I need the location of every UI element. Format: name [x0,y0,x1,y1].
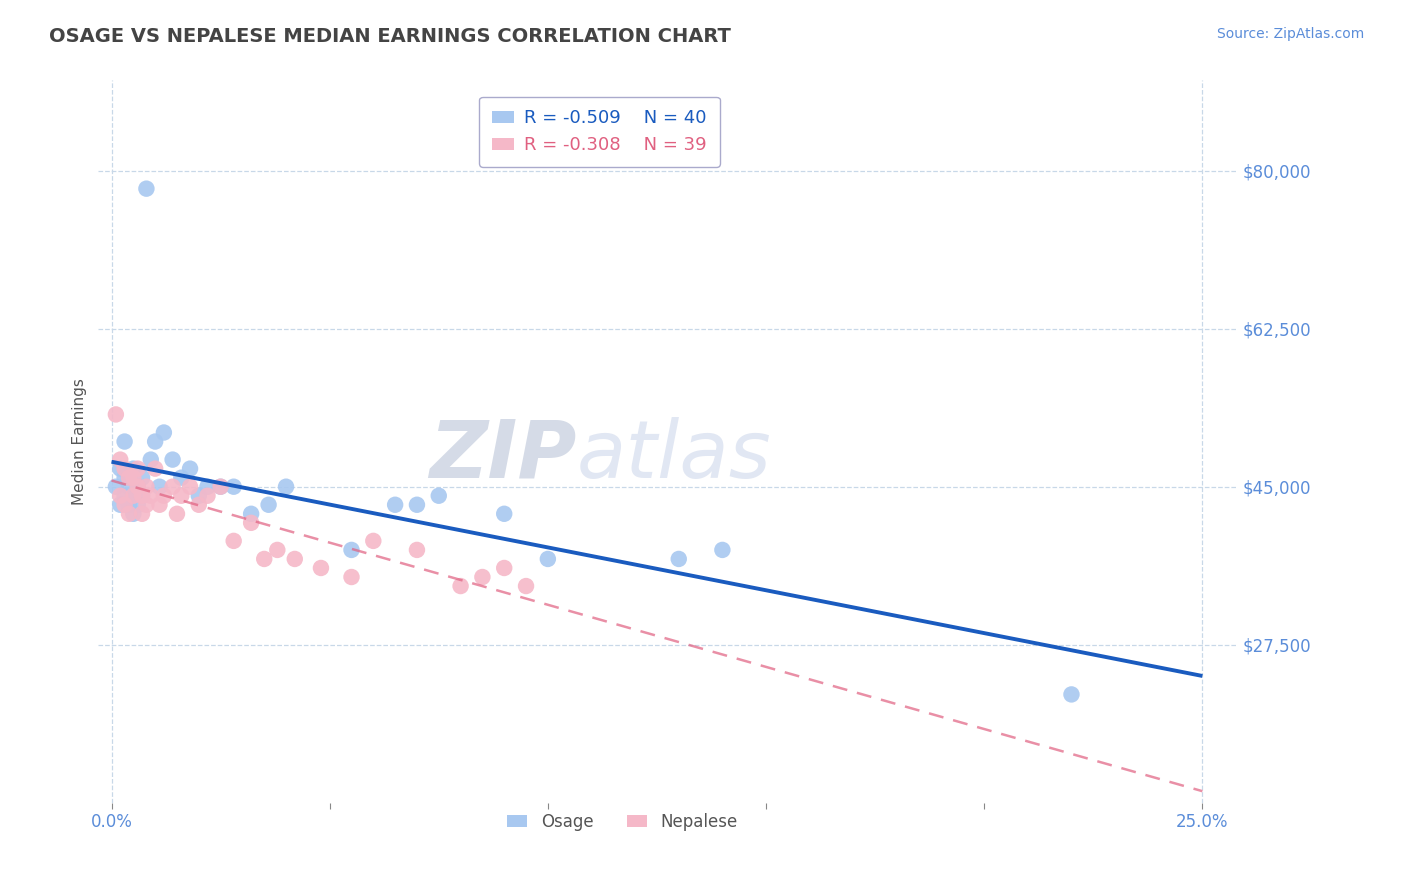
Point [257,498,280,512]
Point [187,489,209,503]
Point [122,461,145,475]
Point [222,480,245,494]
Point [668,552,690,566]
Text: ZIP: ZIP [429,417,576,495]
Point [110,461,132,475]
Point [118,470,141,484]
Point [711,542,734,557]
Point [127,461,149,475]
Point [131,489,153,503]
Y-axis label: Median Earnings: Median Earnings [72,378,87,505]
Point [127,480,149,494]
Point [135,181,157,195]
Point [209,480,232,494]
Point [515,579,537,593]
Point [122,507,145,521]
Point [114,461,136,475]
Text: Source: ZipAtlas.com: Source: ZipAtlas.com [1216,27,1364,41]
Point [148,498,170,512]
Point [274,480,297,494]
Point [162,480,184,494]
Point [131,489,153,503]
Point [118,470,141,484]
Point [143,461,166,475]
Point [187,498,209,512]
Point [104,480,127,494]
Point [122,489,145,503]
Point [118,480,141,494]
Point [139,489,162,503]
Point [384,498,406,512]
Point [240,516,263,530]
Point [114,434,136,449]
Point [537,552,560,566]
Point [131,507,153,521]
Point [170,470,193,484]
Point [153,425,176,440]
Point [153,489,176,503]
Point [143,434,166,449]
Point [284,552,307,566]
Point [166,507,188,521]
Point [179,480,201,494]
Point [127,498,149,512]
Point [450,579,472,593]
Point [104,408,127,422]
Text: OSAGE VS NEPALESE MEDIAN EARNINGS CORRELATION CHART: OSAGE VS NEPALESE MEDIAN EARNINGS CORREL… [49,27,731,45]
Point [222,533,245,548]
Point [1060,687,1083,701]
Point [340,570,363,584]
Point [127,480,149,494]
Point [170,489,193,503]
Point [197,480,219,494]
Point [139,452,162,467]
Text: atlas: atlas [576,417,772,495]
Point [131,470,153,484]
Point [406,542,429,557]
Point [114,489,136,503]
Point [148,480,170,494]
Point [253,552,276,566]
Point [110,498,132,512]
Point [427,489,450,503]
Point [122,470,145,484]
Point [197,489,219,503]
Point [114,470,136,484]
Point [135,498,157,512]
Point [209,480,232,494]
Point [122,489,145,503]
Point [406,498,429,512]
Point [309,561,332,575]
Point [340,542,363,557]
Point [471,570,494,584]
Point [110,452,132,467]
Point [110,489,132,503]
Point [266,542,288,557]
Point [118,507,141,521]
Point [240,507,263,521]
Legend: Osage, Nepalese: Osage, Nepalese [501,806,744,838]
Point [135,480,157,494]
Point [162,452,184,467]
Point [179,461,201,475]
Point [494,561,516,575]
Point [118,498,141,512]
Point [114,498,136,512]
Point [363,533,385,548]
Point [494,507,516,521]
